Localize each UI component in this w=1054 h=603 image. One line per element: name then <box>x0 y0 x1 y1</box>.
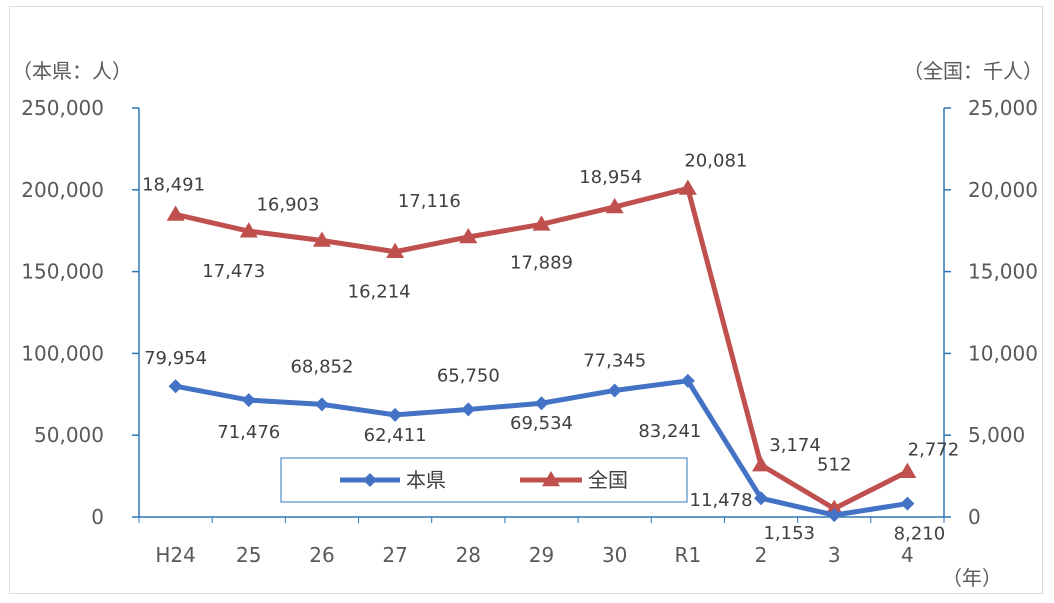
data-label-honken: 1,153 <box>763 523 815 544</box>
legend-marker-zenkoku <box>542 471 560 487</box>
marker-honken <box>607 383 622 398</box>
data-label-zenkoku: 17,473 <box>202 261 265 282</box>
data-label-honken: 71,476 <box>217 422 280 443</box>
data-label-honken: 83,241 <box>638 421 701 442</box>
x-tick-label: H24 <box>155 543 196 567</box>
right-axis-unit: （全国：千人） <box>903 59 1043 83</box>
data-label-honken: 11,478 <box>690 490 753 511</box>
data-label-zenkoku: 18,491 <box>142 174 205 195</box>
data-label-honken: 62,411 <box>364 425 427 446</box>
data-label-zenkoku: 17,889 <box>510 252 573 273</box>
marker-zenkoku <box>166 205 185 221</box>
left-tick-label: 0 <box>91 505 104 529</box>
x-tick-label: 3 <box>828 543 841 567</box>
right-tick-label: 25,000 <box>968 96 1038 120</box>
marker-zenkoku <box>532 215 551 231</box>
data-label-zenkoku: 3,174 <box>769 435 821 456</box>
marker-zenkoku <box>825 499 844 515</box>
marker-honken <box>388 407 403 422</box>
left-tick-label: 100,000 <box>21 341 104 365</box>
x-tick-label: 25 <box>236 543 261 567</box>
data-labels: 18,491 17,473 16,903 16,214 17,116 17,889 18,9… <box>142 150 959 544</box>
data-label-honken: 79,954 <box>144 348 207 369</box>
marker-honken <box>827 508 842 523</box>
legend-label-honken: 本県 <box>406 468 446 492</box>
marker-zenkoku <box>312 231 331 247</box>
right-tick-label: 10,000 <box>968 341 1038 365</box>
marker-honken <box>754 491 769 506</box>
x-tick-label: R1 <box>675 543 702 567</box>
series-lines <box>166 179 917 523</box>
marker-zenkoku <box>239 222 258 238</box>
marker-zenkoku <box>386 242 405 259</box>
data-label-honken: 65,750 <box>437 365 500 386</box>
legend: 本県 全国 <box>280 457 688 503</box>
marker-honken <box>241 393 256 408</box>
left-tick-label: 200,000 <box>21 178 104 202</box>
marker-honken <box>900 496 915 511</box>
legend-label-zenkoku: 全国 <box>588 468 628 492</box>
chart-frame <box>9 6 1043 594</box>
data-label-honken: 77,345 <box>583 350 646 371</box>
marker-honken <box>461 402 476 417</box>
data-label-honken: 8,210 <box>894 524 946 545</box>
data-label-zenkoku: 16,214 <box>348 282 411 303</box>
data-label-honken: 68,852 <box>290 356 353 377</box>
marker-zenkoku <box>459 227 478 244</box>
left-tick-label: 50,000 <box>34 423 104 447</box>
marker-zenkoku <box>605 197 624 214</box>
data-label-zenkoku: 20,081 <box>684 150 747 171</box>
x-tick-label: 2 <box>755 543 768 567</box>
x-tick-label: 28 <box>456 543 481 567</box>
data-label-zenkoku: 18,954 <box>579 167 642 188</box>
right-tick-label: 0 <box>968 505 981 529</box>
data-label-zenkoku: 16,903 <box>256 194 319 215</box>
marker-honken <box>168 379 183 394</box>
x-tick-label: 4 <box>901 543 914 567</box>
x-tick-label: 30 <box>602 543 627 567</box>
left-axis-unit: （本県：人） <box>12 59 132 83</box>
x-tick-label: 29 <box>529 543 554 567</box>
left-tick-label: 250,000 <box>21 96 104 120</box>
x-tick-label: 27 <box>382 543 407 567</box>
marker-honken <box>314 397 329 412</box>
marker-zenkoku <box>898 462 917 478</box>
marker-honken <box>534 396 549 411</box>
left-tick-label: 150,000 <box>21 260 104 284</box>
axes: 0 50,000 100,000 150,000 200,000 250,000 0 5,00… <box>21 96 1038 567</box>
data-label-honken: 69,534 <box>510 413 573 434</box>
marker-zenkoku <box>752 456 771 472</box>
legend-marker-honken <box>363 473 377 487</box>
x-tick-label: 26 <box>309 543 334 567</box>
data-label-zenkoku: 2,772 <box>908 440 960 461</box>
right-tick-label: 15,000 <box>968 260 1038 284</box>
marker-zenkoku <box>678 179 697 195</box>
x-axis-unit: （年） <box>942 566 1002 590</box>
marker-honken <box>680 373 695 388</box>
data-label-zenkoku: 17,116 <box>398 191 461 212</box>
right-tick-label: 20,000 <box>968 178 1038 202</box>
data-label-zenkoku: 512 <box>817 455 851 476</box>
right-tick-label: 5,000 <box>968 423 1025 447</box>
